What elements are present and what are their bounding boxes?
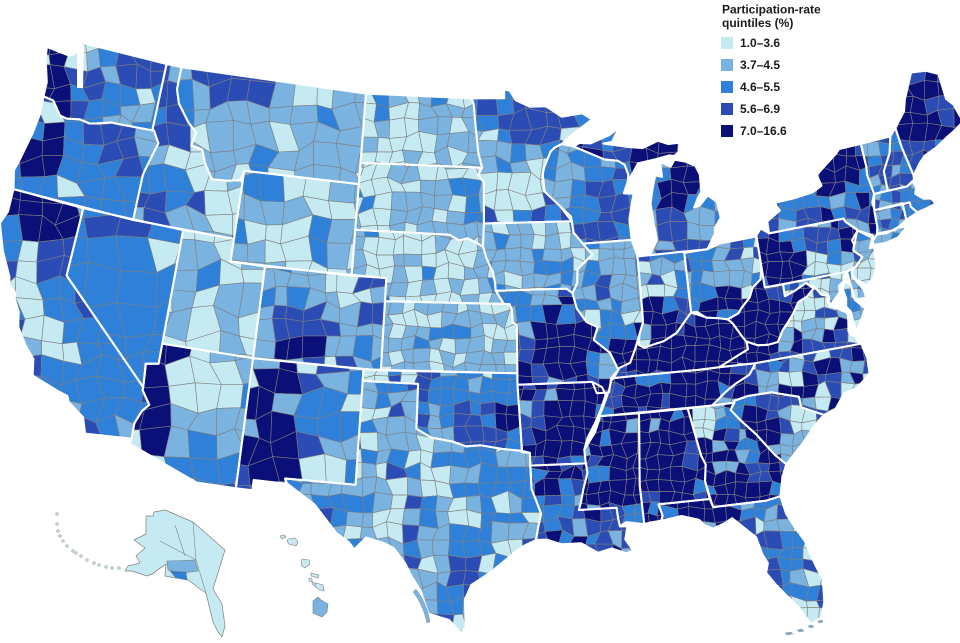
- svg-text:5.6–6.9: 5.6–6.9: [740, 102, 780, 116]
- svg-text:1.0–3.6: 1.0–3.6: [740, 36, 780, 50]
- svg-text:4.6–5.5: 4.6–5.5: [740, 80, 780, 94]
- svg-text:Participation-rate: Participation-rate: [722, 3, 821, 17]
- svg-text:quintiles (%): quintiles (%): [722, 16, 793, 30]
- svg-text:7.0–16.6: 7.0–16.6: [740, 124, 787, 138]
- svg-text:3.7–4.5: 3.7–4.5: [740, 58, 780, 72]
